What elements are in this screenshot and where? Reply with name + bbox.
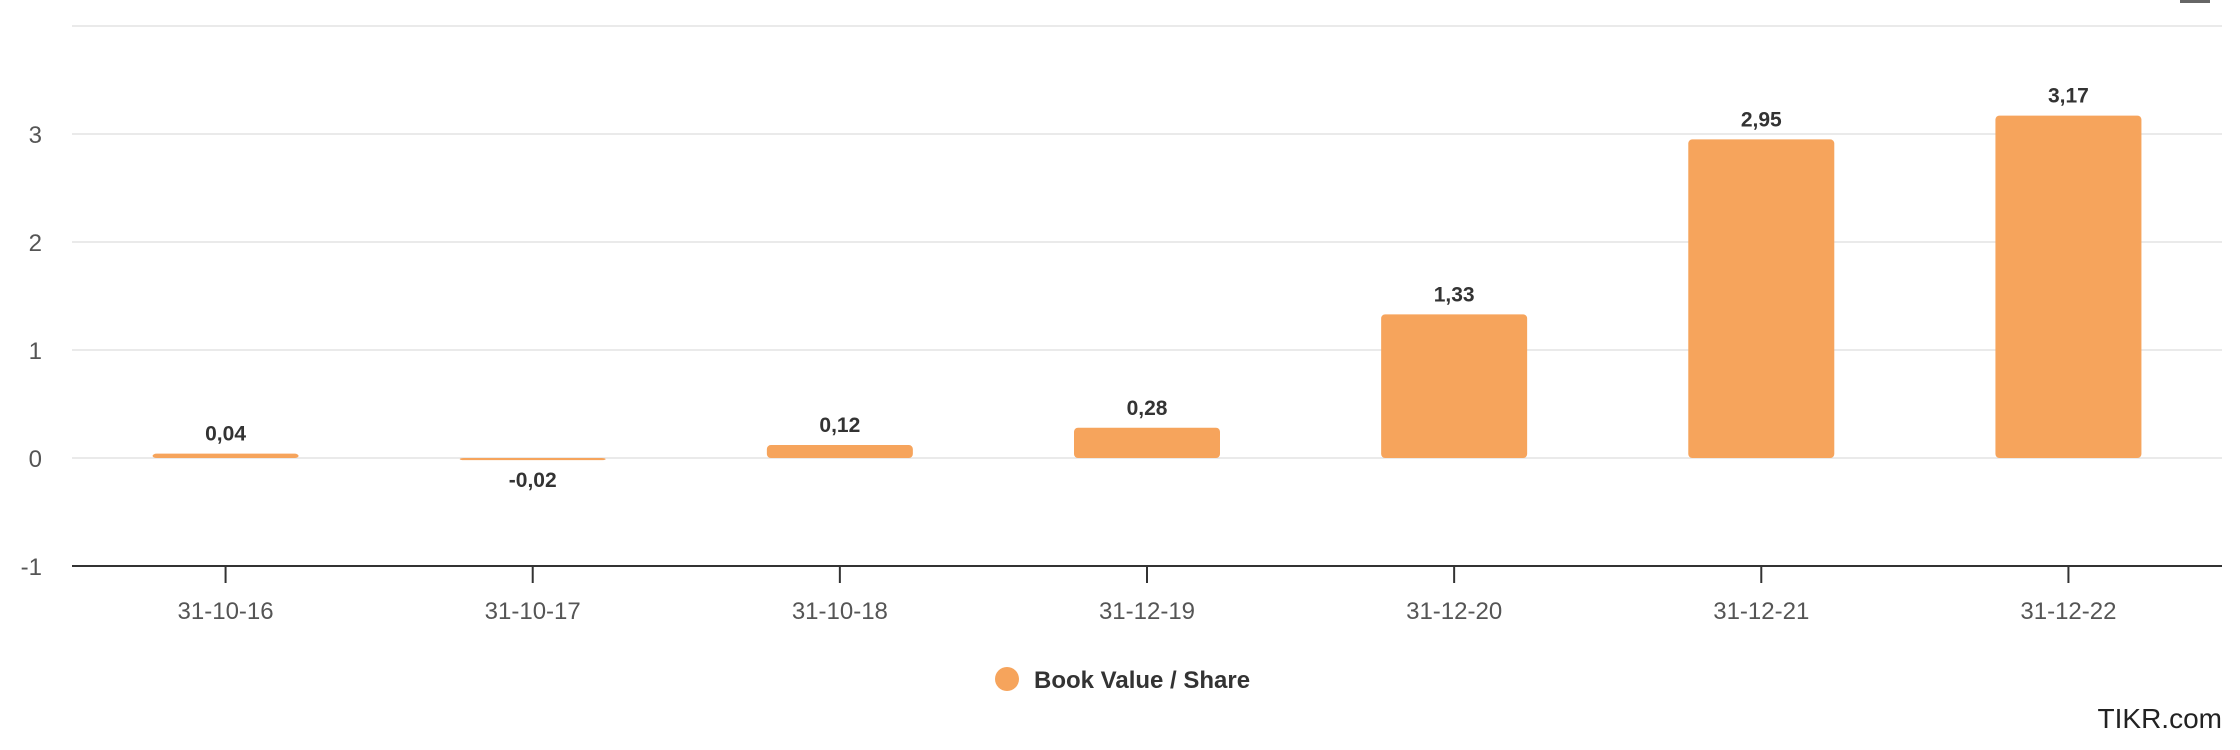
x-tick-label: 31-10-18 [792,598,888,625]
legend-label: Book Value / Share [1034,667,1250,694]
bar[interactable] [1074,427,1220,458]
x-tick-label: 31-12-22 [2020,598,2116,625]
y-axis-ticks: -1 0 1 2 3 [21,122,42,581]
bar[interactable] [1381,314,1528,458]
bar[interactable] [1995,115,2142,458]
x-tick-label: 31-10-17 [485,598,581,625]
y-tick-label: 1 [29,338,42,365]
x-tick-label: 31-12-20 [1406,598,1502,625]
legend-marker [995,667,1019,691]
y-tick-label: 3 [29,122,42,149]
data-labels: 0,04 -0,02 0,12 0,28 1,33 2,95 3,17 [205,85,2089,493]
credit-label: TIKR.com [2098,703,2222,734]
bar[interactable] [766,445,913,458]
bars [152,115,2142,461]
x-tick-label: 31-12-21 [1713,598,1809,625]
x-tick-label: 31-10-16 [178,598,274,625]
y-tick-label: -1 [21,554,42,581]
data-label: 1,33 [1434,283,1475,306]
data-label: 0,28 [1127,397,1168,420]
bar[interactable] [1688,139,1835,458]
x-axis: 31-10-16 31-10-17 31-10-18 31-12-19 31-12-20… [72,565,2222,625]
data-label: -0,02 [509,469,557,492]
bar[interactable] [152,453,299,458]
x-tick-label: 31-12-19 [1099,598,1195,625]
y-tick-label: 0 [29,446,42,473]
data-label: 3,17 [2048,85,2089,108]
data-label: 2,95 [1741,108,1782,131]
bar[interactable] [459,458,606,461]
data-label: 0,12 [819,414,860,437]
y-tick-label: 2 [29,230,42,257]
data-label: 0,04 [205,423,246,446]
legend[interactable]: Book Value / Share [995,667,1250,694]
gridlines [72,25,2222,459]
menu-icon[interactable] [2180,0,2210,3]
